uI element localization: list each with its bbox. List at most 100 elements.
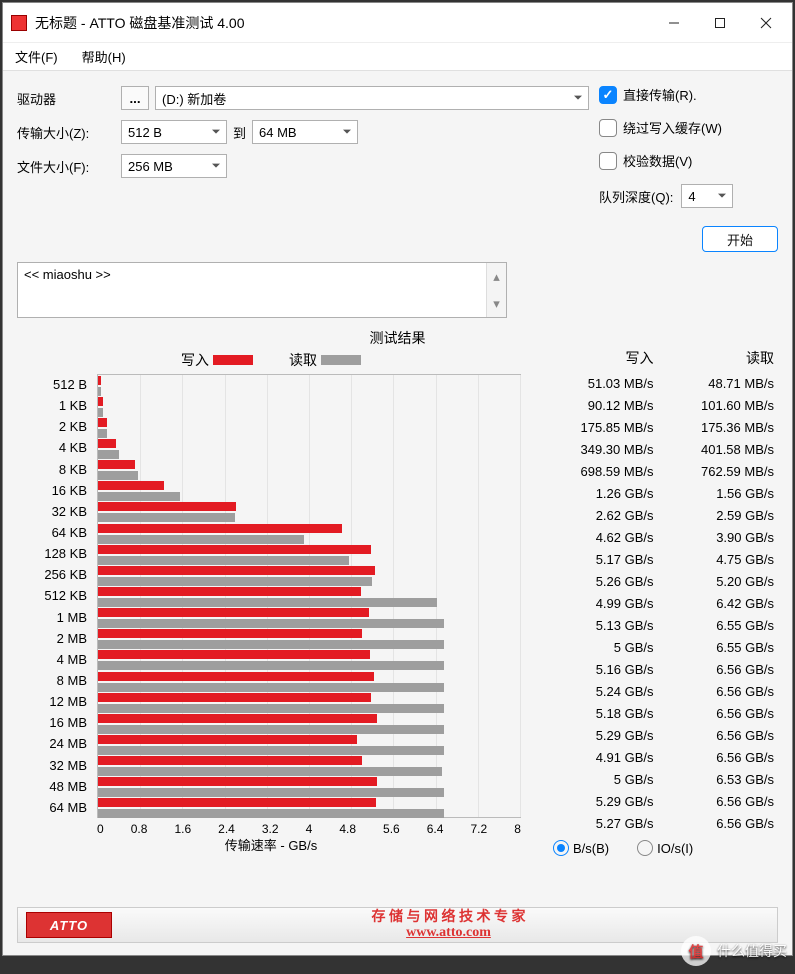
start-button[interactable]: 开始 [702,226,778,252]
write-bar [98,693,371,702]
verify-data-label: 校验数据(V) [623,151,692,170]
watermark-text: 什么值得买 [717,941,787,961]
close-button[interactable] [744,7,788,39]
direct-io-checkbox[interactable] [599,86,617,104]
chart-y-label: 4 MB [17,649,91,670]
config-area: 驱动器 ... (D:) 新加卷 传输大小(Z): 512 B 到 64 MB … [3,71,792,258]
footer-link[interactable]: www.atto.com [120,925,777,940]
data-row: 5.29 GB/s6.56 GB/s [533,790,778,812]
chart-y-label: 24 MB [17,733,91,754]
read-bar [98,387,101,396]
title-bar: 无标题 - ATTO 磁盘基准测试 4.00 [3,3,792,43]
chart-y-label: 256 KB [17,564,91,585]
app-icon [11,15,27,31]
file-size-label: 文件大小(F): [17,157,115,176]
description-textarea[interactable]: << miaoshu >> ▴ ▾ [17,262,507,318]
chart-y-label: 64 KB [17,522,91,543]
data-row: 2.62 GB/s2.59 GB/s [533,504,778,526]
read-bar [98,619,444,628]
read-bar [98,746,444,755]
read-bar [98,492,180,501]
maximize-button[interactable] [698,7,742,39]
footer-line1: 存 储 与 网 络 技 术 专 家 [120,910,777,925]
bypass-cache-checkbox[interactable] [599,119,617,137]
read-bar [98,577,372,586]
data-row: 5.29 GB/s6.56 GB/s [533,724,778,746]
radio-bs-label: B/s(B) [573,841,609,856]
read-bar [98,809,444,818]
read-bar [98,450,119,459]
data-row: 5 GB/s6.53 GB/s [533,768,778,790]
transfer-to-select[interactable]: 64 MB [252,120,358,144]
write-bar [98,439,116,448]
browse-button[interactable]: ... [121,86,149,110]
minimize-button[interactable] [652,7,696,39]
x-tick-label: 3.2 [262,822,279,836]
app-window: 无标题 - ATTO 磁盘基准测试 4.00 文件(F) 帮助(H) 驱动器 .… [2,2,793,956]
x-tick-label: 1.6 [174,822,191,836]
watermark: 值 什么值得买 [681,936,787,966]
drive-select[interactable]: (D:) 新加卷 [155,86,589,110]
x-tick-label: 2.4 [218,822,235,836]
x-tick-label: 4.8 [339,822,356,836]
data-row: 5.24 GB/s6.56 GB/s [533,680,778,702]
read-bar [98,513,235,522]
chart-legend: 写入 读取 [17,348,525,374]
read-bar [98,704,444,713]
write-bar [98,608,369,617]
chart-y-label: 8 KB [17,459,91,480]
transfer-from-select[interactable]: 512 B [121,120,227,144]
watermark-icon: 值 [681,936,711,966]
file-size-select[interactable]: 256 MB [121,154,227,178]
write-bar [98,672,374,681]
menu-help[interactable]: 帮助(H) [76,45,132,68]
write-bar [98,587,361,596]
scroll-up-icon[interactable]: ▴ [493,269,500,285]
chart-y-label: 32 MB [17,755,91,776]
write-bar [98,481,164,490]
scroll-down-icon[interactable]: ▾ [493,296,500,312]
data-row: 4.62 GB/s3.90 GB/s [533,526,778,548]
radio-ios-label: IO/s(I) [657,841,693,856]
write-bar [98,545,371,554]
direct-io-label: 直接传输(R). [623,85,697,104]
legend-write-swatch [213,355,253,365]
write-bar [98,376,101,385]
menu-file[interactable]: 文件(F) [9,45,64,68]
write-bar [98,502,236,511]
chart-y-label: 512 B [17,374,91,395]
transfer-size-label: 传输大小(Z): [17,123,115,142]
x-axis-caption: 传输速率 - GB/s [17,835,525,854]
chart-y-label: 16 KB [17,480,91,501]
queue-depth-label: 队列深度(Q): [599,187,673,206]
data-header: 写入 读取 [533,348,778,368]
read-bar [98,535,304,544]
read-bar [98,661,444,670]
window-title: 无标题 - ATTO 磁盘基准测试 4.00 [35,13,652,33]
chart-y-label: 2 MB [17,628,91,649]
chart-y-label: 1 KB [17,395,91,416]
write-bar [98,460,135,469]
menu-bar: 文件(F) 帮助(H) [3,43,792,71]
read-bar [98,767,442,776]
verify-data-checkbox[interactable] [599,152,617,170]
data-row: 90.12 MB/s101.60 MB/s [533,394,778,416]
x-tick-label: 7.2 [470,822,487,836]
radio-ios[interactable] [637,840,653,856]
chart-y-label: 512 KB [17,585,91,606]
queue-depth-select[interactable]: 4 [681,184,733,208]
data-row: 698.59 MB/s762.59 MB/s [533,460,778,482]
footer: ATTO 存 储 与 网 络 技 术 专 家 www.atto.com [17,907,778,943]
description-scrollbar[interactable]: ▴ ▾ [486,263,506,317]
x-tick-label: 4 [306,822,313,836]
chart-y-label: 4 KB [17,437,91,458]
write-bar [98,418,107,427]
x-tick-label: 0 [97,822,104,836]
data-row: 5.26 GB/s5.20 GB/s [533,570,778,592]
write-bar [98,650,370,659]
radio-bs[interactable] [553,840,569,856]
x-tick-label: 0.8 [131,822,148,836]
read-bar [98,471,138,480]
legend-read-swatch [321,355,361,365]
data-row: 5.18 GB/s6.56 GB/s [533,702,778,724]
